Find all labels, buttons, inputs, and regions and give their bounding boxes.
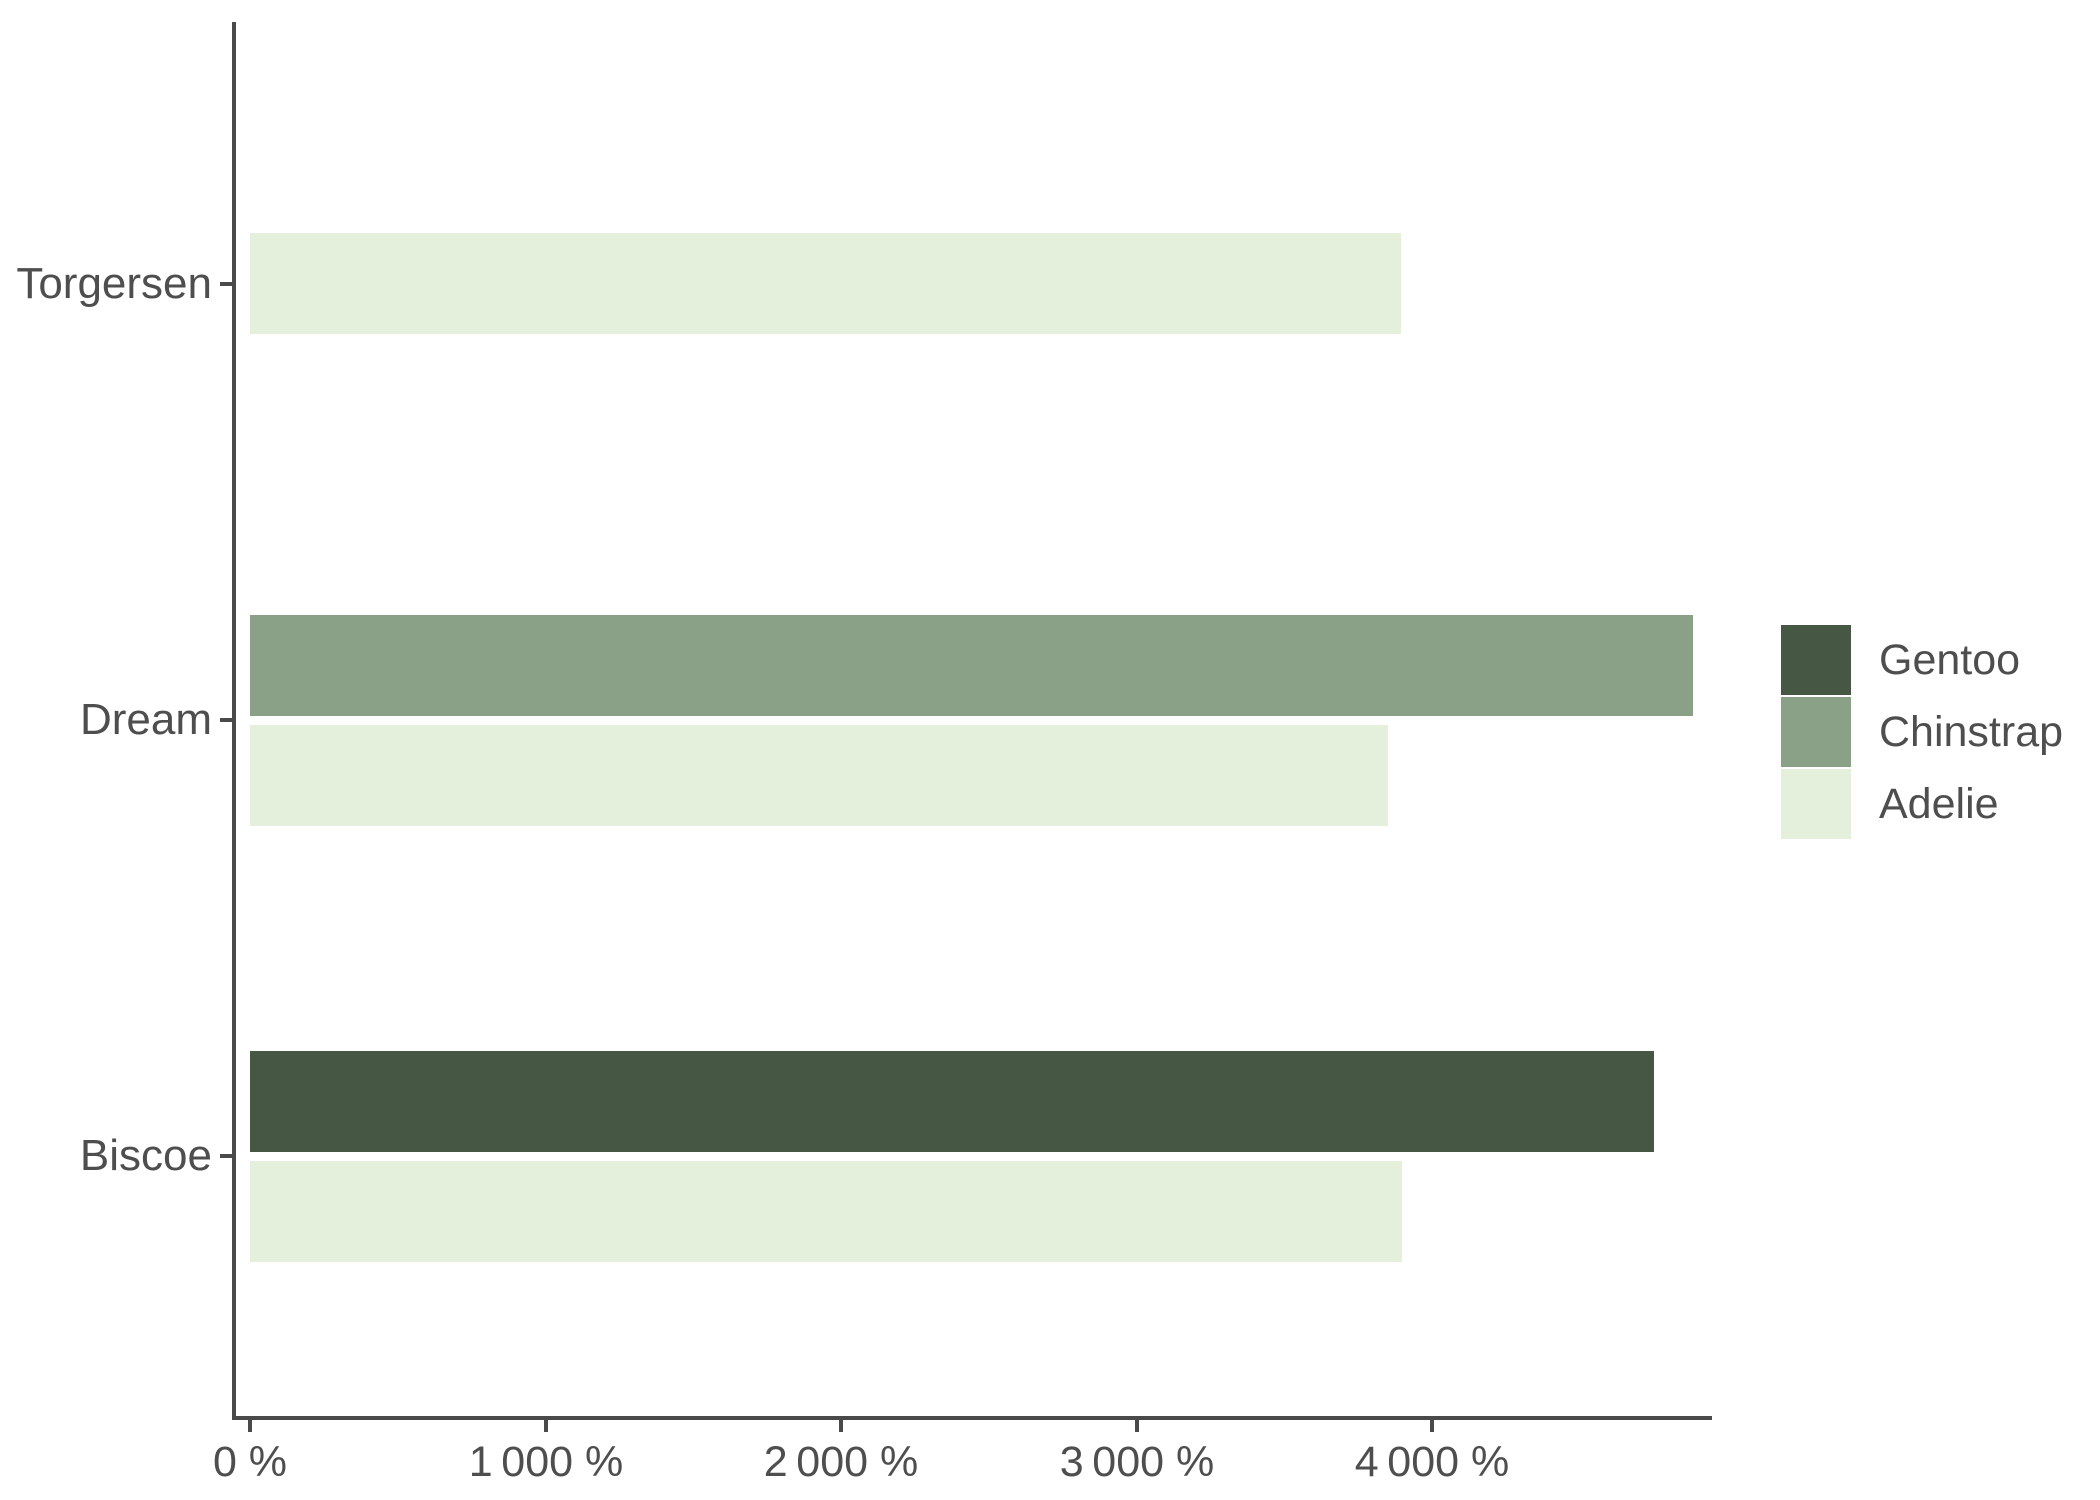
bar-biscoe-gentoo bbox=[250, 1051, 1654, 1152]
x-axis-label-2000: 2 000 % bbox=[763, 1438, 919, 1486]
bar-dream-adelie bbox=[250, 725, 1388, 826]
x-axis-line bbox=[232, 1416, 1712, 1420]
x-tick-2000 bbox=[839, 1420, 843, 1432]
x-axis-label-0: 0 % bbox=[212, 1438, 288, 1486]
x-tick-0 bbox=[248, 1420, 252, 1432]
x-tick-1000 bbox=[544, 1420, 548, 1432]
bar-biscoe-adelie bbox=[250, 1161, 1402, 1262]
legend-label-chinstrap: Chinstrap bbox=[1879, 707, 2064, 756]
x-axis-label-3000: 3 000 % bbox=[1059, 1438, 1215, 1486]
legend-swatch-adelie bbox=[1781, 769, 1851, 839]
y-axis-label-torgersen: Torgersen bbox=[16, 259, 212, 308]
y-tick-torgersen bbox=[220, 282, 233, 286]
y-tick-biscoe bbox=[220, 1154, 233, 1158]
x-tick-3000 bbox=[1135, 1420, 1139, 1432]
bar-torgersen-adelie bbox=[250, 233, 1401, 334]
legend-item-gentoo: Gentoo bbox=[1781, 625, 2063, 695]
y-axis-line bbox=[232, 22, 236, 1420]
y-tick-dream bbox=[220, 718, 233, 722]
x-axis-label-1000: 1 000 % bbox=[468, 1438, 624, 1486]
legend-item-chinstrap: Chinstrap bbox=[1781, 697, 2063, 767]
legend-swatch-chinstrap bbox=[1781, 697, 1851, 767]
legend-label-gentoo: Gentoo bbox=[1879, 635, 2021, 684]
legend: Gentoo Chinstrap Adelie bbox=[1781, 625, 2063, 841]
bar-dream-chinstrap bbox=[250, 615, 1693, 716]
legend-label-adelie: Adelie bbox=[1879, 779, 1999, 828]
y-axis-label-dream: Dream bbox=[79, 695, 212, 744]
x-axis-label-4000: 4 000 % bbox=[1354, 1438, 1510, 1486]
legend-swatch-gentoo bbox=[1781, 625, 1851, 695]
x-tick-4000 bbox=[1430, 1420, 1434, 1432]
legend-item-adelie: Adelie bbox=[1781, 769, 2063, 839]
y-axis-label-biscoe: Biscoe bbox=[79, 1131, 212, 1180]
